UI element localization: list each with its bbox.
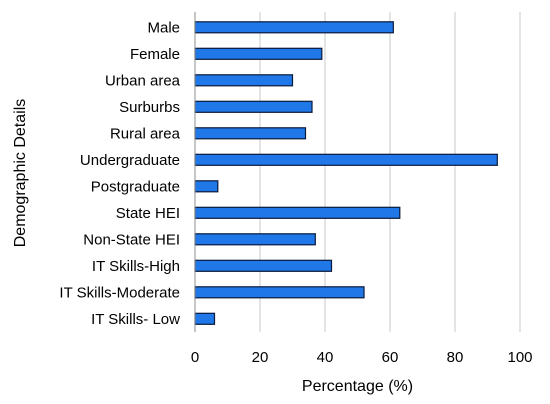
bar (194, 206, 401, 219)
x-tick-label: 40 (317, 349, 334, 366)
x-tick-label: 0 (191, 349, 199, 366)
category-label: Urban area (105, 72, 181, 89)
category-label: Non-State HEI (83, 231, 180, 248)
gridlines (259, 12, 521, 332)
category-label: Male (147, 19, 180, 36)
category-label: Rural area (110, 125, 181, 142)
bar (194, 233, 316, 246)
bar (194, 153, 498, 166)
x-tick-label: 100 (507, 349, 532, 366)
bar (194, 286, 365, 299)
category-label: State HEI (116, 205, 180, 222)
bars (194, 21, 498, 325)
category-label: Undergraduate (80, 152, 180, 169)
bar (194, 47, 323, 60)
x-axis-title: Percentage (%) (302, 378, 413, 395)
x-tick-label: 60 (382, 349, 399, 366)
category-label: Female (130, 46, 180, 63)
x-tick-label: 20 (252, 349, 269, 366)
category-label: IT Skills-High (92, 258, 180, 275)
category-labels: Male Female Urban area Surburbs Rural area Un… (59, 19, 181, 328)
category-label: Surburbs (119, 99, 180, 116)
bar (194, 127, 307, 140)
category-label: IT Skills- Low (91, 311, 180, 328)
y-axis-title: Demographic Details (12, 99, 29, 248)
category-label: IT Skills-Moderate (59, 284, 180, 301)
bar (194, 259, 333, 272)
x-tick-labels: 0 20 40 60 80 100 (191, 349, 533, 366)
bar (194, 312, 216, 325)
bar (194, 100, 313, 113)
bar (194, 21, 394, 34)
category-label: Postgraduate (91, 178, 180, 195)
bar (194, 180, 219, 193)
x-tick-label: 80 (447, 349, 464, 366)
bar (194, 74, 294, 87)
